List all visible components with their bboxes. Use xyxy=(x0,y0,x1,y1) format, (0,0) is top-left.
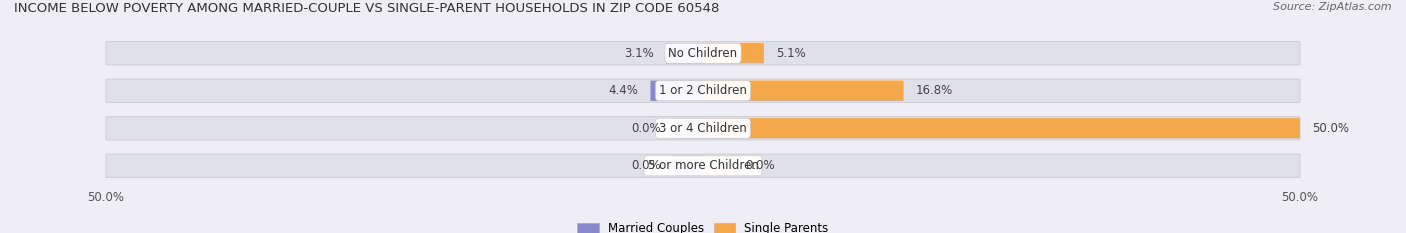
Text: 1 or 2 Children: 1 or 2 Children xyxy=(659,84,747,97)
Text: 0.0%: 0.0% xyxy=(631,122,661,135)
FancyBboxPatch shape xyxy=(673,156,703,176)
Legend: Married Couples, Single Parents: Married Couples, Single Parents xyxy=(578,222,828,233)
Text: 0.0%: 0.0% xyxy=(745,159,775,172)
FancyBboxPatch shape xyxy=(105,79,1301,102)
FancyBboxPatch shape xyxy=(105,154,1301,177)
FancyBboxPatch shape xyxy=(703,43,763,63)
FancyBboxPatch shape xyxy=(703,156,733,176)
FancyBboxPatch shape xyxy=(703,81,904,101)
Text: 50.0%: 50.0% xyxy=(1312,122,1348,135)
FancyBboxPatch shape xyxy=(651,81,703,101)
Text: 3.1%: 3.1% xyxy=(624,47,654,60)
Text: INCOME BELOW POVERTY AMONG MARRIED-COUPLE VS SINGLE-PARENT HOUSEHOLDS IN ZIP COD: INCOME BELOW POVERTY AMONG MARRIED-COUPL… xyxy=(14,2,720,15)
FancyBboxPatch shape xyxy=(105,42,1301,65)
FancyBboxPatch shape xyxy=(105,117,1301,140)
Text: 5.1%: 5.1% xyxy=(776,47,806,60)
FancyBboxPatch shape xyxy=(673,118,703,138)
Text: Source: ZipAtlas.com: Source: ZipAtlas.com xyxy=(1274,2,1392,12)
Text: 16.8%: 16.8% xyxy=(915,84,953,97)
Text: 0.0%: 0.0% xyxy=(631,159,661,172)
Text: No Children: No Children xyxy=(668,47,738,60)
Text: 5 or more Children: 5 or more Children xyxy=(648,159,758,172)
Text: 3 or 4 Children: 3 or 4 Children xyxy=(659,122,747,135)
FancyBboxPatch shape xyxy=(703,118,1301,138)
Text: 4.4%: 4.4% xyxy=(609,84,638,97)
FancyBboxPatch shape xyxy=(666,43,703,63)
